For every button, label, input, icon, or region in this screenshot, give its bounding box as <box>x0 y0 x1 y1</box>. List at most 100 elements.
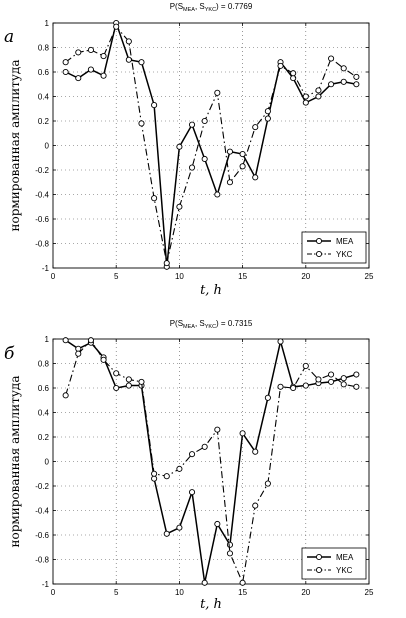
data-point-mea <box>277 338 284 345</box>
data-point-ykc <box>302 93 309 100</box>
x-axis-label-unit: , h <box>205 597 222 612</box>
chart-title-subscript: MEA <box>183 324 195 330</box>
data-point-mea <box>302 382 309 389</box>
data-point-ykc <box>277 383 284 390</box>
series-line-mea <box>65 20 357 267</box>
data-point-mea <box>340 78 347 85</box>
data-point-mea <box>188 489 196 496</box>
data-point-ykc <box>353 73 360 80</box>
data-point-mea <box>62 337 69 344</box>
data-point-ykc <box>340 381 347 388</box>
data-point-ykc <box>302 362 309 370</box>
data-point-ykc <box>125 376 132 383</box>
chart-panel-2: 0 5 10 15 20 25 -1 -0.8 -0.6 -0.4 -0.2 0 0.2 0.4 0.6 0.… <box>4 319 374 612</box>
data-point-mea <box>239 151 246 158</box>
chart-title-mid: , S <box>195 319 205 328</box>
chart-title-subscript: YKC <box>205 7 216 13</box>
data-point-mea <box>138 59 145 66</box>
data-point-ykc <box>113 370 120 377</box>
chart-title-subscript: MEA <box>183 7 195 13</box>
data-point-mea <box>62 68 69 76</box>
data-point-ykc <box>163 260 170 267</box>
data-point-mea <box>353 81 360 88</box>
data-point-mea <box>75 345 82 352</box>
legend-marker-mea <box>315 553 323 561</box>
data-point-mea <box>100 72 107 79</box>
data-point-ykc <box>290 70 297 77</box>
data-point-ykc <box>328 371 335 378</box>
x-tick-label: 10 <box>175 272 184 281</box>
y-tick-label: -1 <box>42 264 50 273</box>
legend-label-mea: MEA <box>336 553 354 562</box>
y-tick-label: -0.8 <box>35 240 49 249</box>
x-axis-label-symbol: t <box>200 283 206 298</box>
y-axis-label: нормированная амплитуда <box>8 376 22 548</box>
data-point-ykc <box>87 46 94 54</box>
chart-title-prefix: P(S <box>170 2 183 11</box>
data-point-ykc <box>151 195 158 202</box>
y-tick-label: 0.4 <box>38 93 50 102</box>
legend-label-mea: MEA <box>336 237 354 246</box>
y-tick-label: 0.2 <box>38 117 50 126</box>
x-axis-label-unit: , h <box>205 283 222 298</box>
y-tick-label: 1 <box>45 19 50 28</box>
legend-marker-mea <box>315 237 323 245</box>
x-axis-label: t, h <box>200 597 222 612</box>
y-tick-label: 0.8 <box>38 44 50 53</box>
data-point-ykc <box>163 473 170 480</box>
data-point-ykc <box>138 378 145 385</box>
data-point-ykc <box>226 550 234 557</box>
data-point-mea <box>353 371 360 378</box>
data-point-ykc <box>214 426 221 433</box>
data-point-ykc <box>239 163 246 170</box>
chart-title-mid: , S <box>195 2 205 11</box>
y-tick-label: 0 <box>45 142 50 151</box>
x-tick-label: 5 <box>114 588 119 597</box>
chart-title-prefix: P(S <box>170 319 183 328</box>
data-point-ykc <box>138 120 145 127</box>
data-point-ykc <box>188 451 196 458</box>
data-point-mea <box>125 56 132 63</box>
data-point-ykc <box>264 480 271 487</box>
data-point-mea <box>290 75 297 82</box>
x-tick-label: 0 <box>51 588 56 597</box>
data-point-ykc <box>113 23 120 30</box>
y-tick-label: -0.8 <box>35 556 49 565</box>
series-line-ykc <box>65 25 357 264</box>
chart-title-subscript: YKC <box>205 324 216 330</box>
data-point-mea <box>125 382 132 389</box>
data-point-ykc <box>201 117 208 125</box>
legend-marker-ykc <box>315 250 323 258</box>
data-point-ykc <box>252 124 259 131</box>
data-point-mea <box>151 102 158 109</box>
data-point-mea <box>201 579 208 586</box>
y-tick-label: 1 <box>45 335 50 344</box>
data-point-ykc <box>87 337 94 344</box>
data-point-ykc <box>290 384 297 392</box>
y-tick-label: 0 <box>45 458 50 467</box>
y-tick-label: -0.4 <box>35 507 49 516</box>
chart-title-suffix: ) = 0.7315 <box>216 319 253 328</box>
legend-box <box>301 547 367 580</box>
y-axis-label: нормированная амплитуда <box>8 60 22 232</box>
data-point-mea <box>176 143 183 150</box>
data-point-mea <box>75 75 82 82</box>
data-point-ykc <box>328 55 335 62</box>
legend-label-ykc: YKC <box>336 250 353 259</box>
panel-label: a <box>4 27 14 47</box>
data-point-ykc <box>277 62 284 69</box>
legend-box <box>301 231 367 264</box>
x-axis-label: t, h <box>200 283 222 298</box>
x-tick-label: 20 <box>301 588 310 597</box>
data-point-mea <box>252 174 259 181</box>
data-point-mea <box>315 93 322 100</box>
legend-label-ykc: YKC <box>336 566 353 575</box>
x-tick-label: 20 <box>301 272 310 281</box>
y-tick-label: -0.4 <box>35 191 49 200</box>
data-point-mea <box>239 430 246 437</box>
data-point-mea <box>201 155 208 163</box>
y-tick-label: 0.6 <box>38 68 50 77</box>
data-point-mea <box>151 475 158 482</box>
data-point-ykc <box>75 350 82 357</box>
data-point-mea <box>188 121 196 128</box>
